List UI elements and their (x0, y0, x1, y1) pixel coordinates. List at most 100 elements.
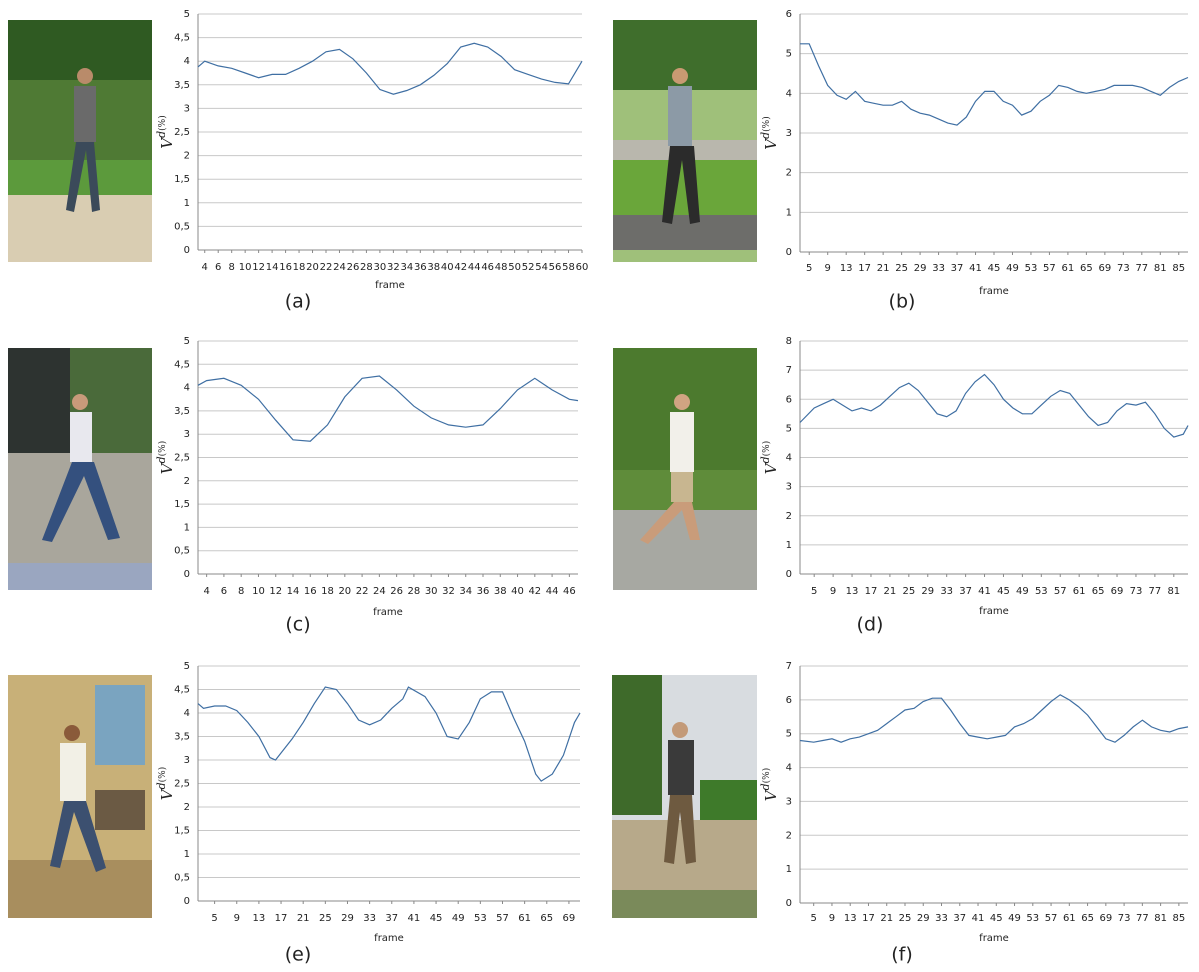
x-tick-label: 9 (829, 913, 835, 924)
x-tick-label: 29 (921, 586, 934, 597)
y-tick-label: 4 (786, 88, 792, 99)
y-tick-label: 4,5 (174, 359, 190, 370)
y-tick-label: 0 (786, 569, 792, 580)
x-tick-label: 38 (427, 262, 440, 273)
x-tick-label: 34 (459, 586, 472, 597)
x-tick-label: 69 (1098, 263, 1111, 274)
y-label-unit: (%) (761, 441, 772, 457)
x-tick-label: 85 (1173, 913, 1186, 924)
y-label-sup: d (155, 782, 168, 789)
x-tick-label: 16 (304, 586, 317, 597)
y-tick-label: 4,5 (174, 685, 190, 696)
x-tick-label: 37 (385, 913, 398, 924)
x-tick-label: 5 (811, 913, 817, 924)
data-line (197, 686, 581, 782)
y-tick-label: 0 (184, 569, 190, 580)
x-tick-label: 33 (935, 913, 948, 924)
x-tick-label: 73 (1117, 263, 1130, 274)
x-tick-label: 46 (481, 262, 494, 273)
y-label-main: V (762, 788, 780, 801)
x-tick-label: 18 (293, 262, 306, 273)
y-tick-label: 4 (184, 708, 190, 719)
x-axis-label: frame (979, 606, 1009, 617)
photo (613, 20, 757, 262)
x-tick-label: 49 (1008, 913, 1021, 924)
x-tick-label: 21 (877, 263, 890, 274)
x-tick-label: 26 (347, 262, 360, 273)
x-tick-label: 40 (441, 262, 454, 273)
y-tick-label: 6 (786, 695, 792, 706)
y-tick-label: 8 (786, 336, 792, 347)
y-tick-label: 0 (786, 247, 792, 258)
x-tick-label: 53 (1025, 263, 1038, 274)
y-tick-label: 2 (184, 151, 190, 162)
x-tick-label: 5 (211, 913, 217, 924)
y-tick-label: 1 (786, 207, 792, 218)
y-label-unit: (%) (761, 116, 772, 132)
y-label-main: V (762, 137, 780, 150)
y-axis-label: Vd(%) (155, 767, 176, 800)
x-tick-label: 53 (474, 913, 487, 924)
x-tick-label: 53 (1026, 913, 1039, 924)
x-tick-label: 60 (576, 262, 589, 273)
x-tick-label: 13 (846, 586, 859, 597)
x-tick-label: 65 (1081, 913, 1094, 924)
x-axis-label: frame (979, 286, 1009, 297)
x-tick-label: 5 (811, 586, 817, 597)
x-tick-label: 6 (215, 262, 221, 273)
y-tick-label: 2 (184, 802, 190, 813)
x-tick-label: 36 (414, 262, 427, 273)
y-tick-label: 1 (786, 540, 792, 551)
y-axis-label: Vd(%) (759, 768, 780, 801)
x-tick-label: 57 (1054, 586, 1067, 597)
data-line (197, 42, 583, 95)
x-tick-label: 56 (549, 262, 562, 273)
x-tick-label: 4 (203, 586, 209, 597)
x-tick-label: 52 (522, 262, 535, 273)
x-tick-label: 40 (511, 586, 524, 597)
x-tick-label: 57 (1045, 913, 1058, 924)
x-tick-label: 25 (902, 586, 915, 597)
y-label-main: V (158, 461, 176, 474)
x-tick-label: 81 (1154, 263, 1167, 274)
x-tick-label: 21 (297, 913, 310, 924)
y-tick-label: 3,5 (174, 80, 190, 91)
y-tick-label: 4 (184, 56, 190, 67)
x-tick-label: 22 (320, 262, 333, 273)
y-label-unit: (%) (157, 767, 168, 783)
x-tick-label: 45 (990, 913, 1003, 924)
x-tick-label: 4 (202, 262, 208, 273)
x-tick-label: 42 (454, 262, 467, 273)
y-tick-label: 5 (786, 423, 792, 434)
x-tick-label: 10 (252, 586, 265, 597)
y-label-unit: (%) (761, 768, 772, 784)
x-tick-label: 44 (468, 262, 481, 273)
x-tick-label: 77 (1149, 586, 1162, 597)
x-tick-label: 38 (494, 586, 507, 597)
y-tick-label: 5 (184, 9, 190, 20)
x-tick-label: 13 (844, 913, 857, 924)
x-tick-label: 48 (495, 262, 508, 273)
x-tick-label: 57 (1043, 263, 1056, 274)
x-tick-label: 20 (306, 262, 319, 273)
y-tick-label: 3 (786, 128, 792, 139)
y-tick-label: 1 (184, 849, 190, 860)
y-axis-label: Vd(%) (759, 441, 780, 474)
x-tick-label: 49 (1006, 263, 1019, 274)
y-label-unit: (%) (157, 115, 168, 131)
y-tick-label: 1 (184, 198, 190, 209)
x-tick-label: 50 (508, 262, 521, 273)
x-tick-label: 25 (319, 913, 332, 924)
caption: (d) (857, 614, 884, 636)
y-tick-label: 7 (786, 365, 792, 376)
x-tick-label: 17 (865, 586, 878, 597)
x-tick-label: 9 (825, 263, 831, 274)
data-line (799, 694, 1189, 743)
y-tick-label: 5 (184, 336, 190, 347)
caption: (b) (889, 291, 916, 313)
x-tick-label: 21 (884, 586, 897, 597)
y-tick-label: 1,5 (174, 174, 190, 185)
x-tick-label: 5 (806, 263, 812, 274)
x-tick-label: 65 (1080, 263, 1093, 274)
x-tick-label: 45 (988, 263, 1001, 274)
